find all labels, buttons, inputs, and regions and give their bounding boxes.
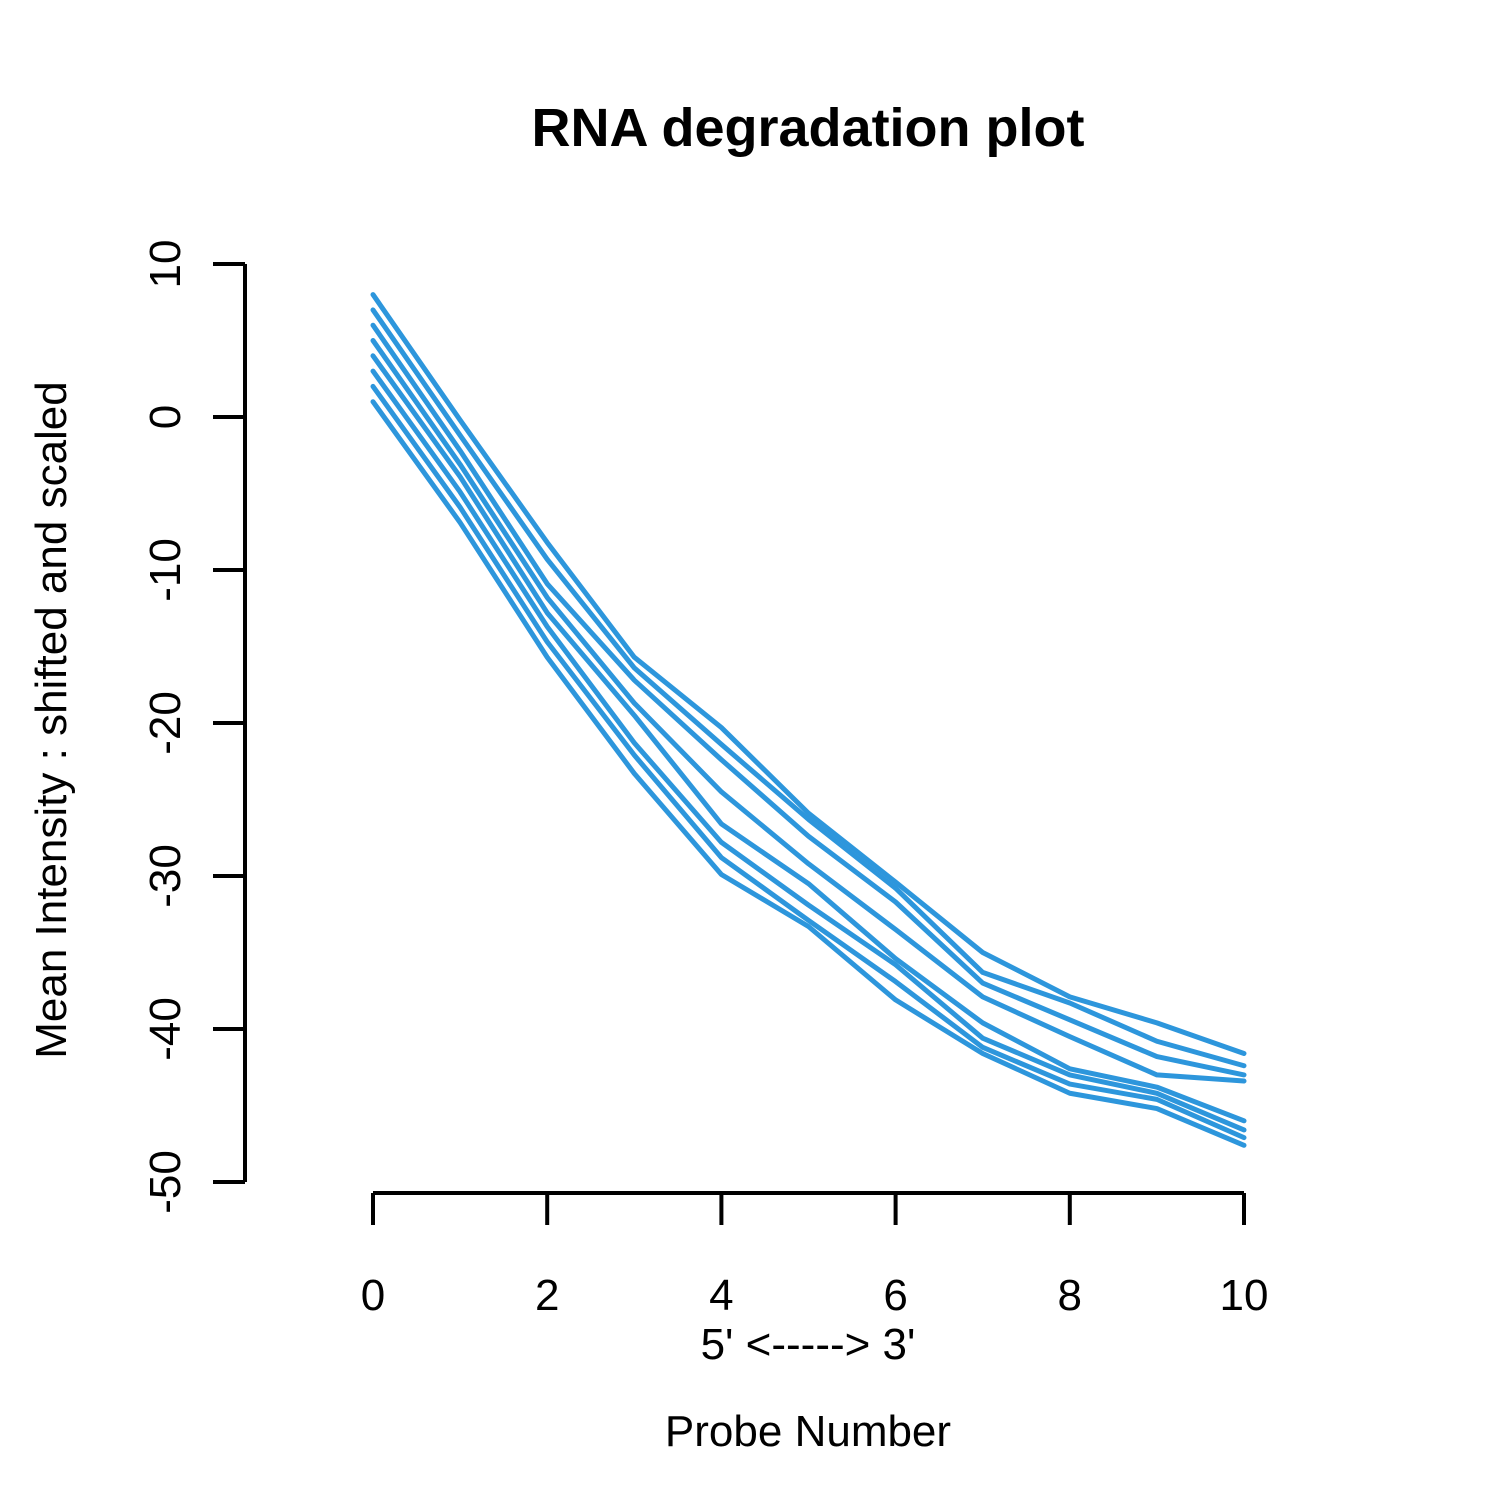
x-tick-label: 4 [709,1271,733,1320]
y-tick-label: -40 [141,997,190,1061]
degradation-line-line-3 [370,322,1247,1078]
y-tick-label: 10 [141,240,190,289]
y-tick-label: 0 [141,405,190,429]
degradation-line-line-7 [370,383,1247,1141]
y-tick-label: -30 [141,844,190,908]
degradation-line-line-1 [370,292,1247,1056]
x-tick-label: 6 [883,1271,907,1320]
degradation-line-line-6 [370,368,1247,1133]
x-tick-label: 10 [1220,1271,1269,1320]
y-tick-label: -10 [141,538,190,602]
chart-title: RNA degradation plot [531,98,1085,158]
degradation-line-line-4 [370,338,1247,1084]
x-axis-direction-label: 5' <-----> 3' [700,1320,916,1369]
degradation-line-line-5 [370,353,1247,1124]
degradation-line-line-2 [370,307,1247,1069]
x-tick-label: 8 [1058,1271,1082,1320]
x-tick-label: 0 [361,1271,385,1320]
y-tick-label: -20 [141,691,190,755]
x-tick-label: 2 [535,1271,559,1320]
x-axis-label: Probe Number [664,1407,952,1456]
y-tick-label: -50 [141,1150,190,1214]
degradation-line-line-8 [370,399,1247,1148]
